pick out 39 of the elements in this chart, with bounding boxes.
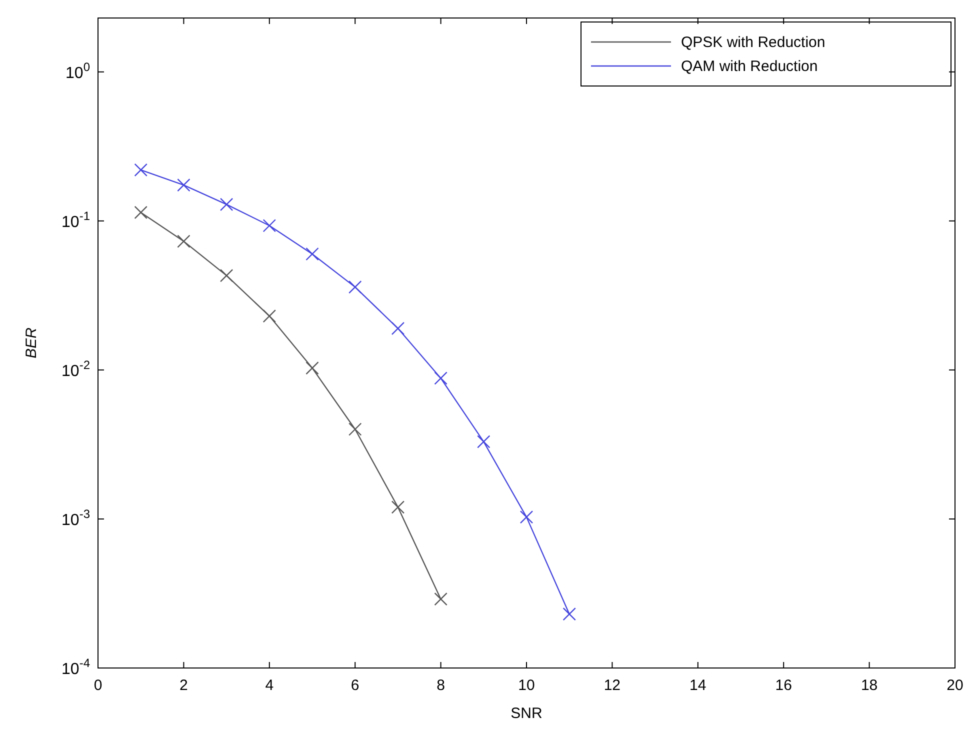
point	[562, 607, 576, 621]
x-tick-label: 16	[775, 677, 792, 694]
x-tick-label: 10	[518, 677, 535, 694]
point	[306, 361, 319, 375]
point	[220, 198, 234, 212]
x-tick-label: 4	[265, 677, 274, 694]
x-tick-label: 20	[946, 677, 964, 694]
text: QAM with Reduction	[681, 58, 818, 75]
y-axis-title: BER	[23, 327, 40, 358]
x-tick-label: 2	[180, 677, 188, 694]
x-axis-title: SNR	[510, 705, 542, 722]
point	[177, 234, 190, 248]
point	[391, 500, 405, 514]
point	[134, 163, 148, 176]
point	[262, 309, 276, 323]
x-tick-label: 18	[860, 677, 878, 694]
y-tick-label: 10$^{-2}$	[62, 358, 90, 380]
point	[348, 422, 362, 436]
y-tick-label: 10$^{0}$	[66, 60, 90, 82]
text: QPSK with Reduction	[681, 34, 826, 51]
x-tick-label: 6	[350, 677, 360, 694]
x-tick-label: 0	[94, 677, 102, 694]
point	[134, 206, 148, 220]
y-tick-label: 10$^{-1}$	[62, 208, 90, 231]
x-tick-label: 14	[690, 677, 706, 694]
point	[177, 178, 190, 192]
point	[306, 247, 319, 261]
point	[262, 219, 276, 232]
point	[434, 372, 448, 385]
y-tick-label: 10$^{-3}$	[62, 506, 90, 529]
point	[434, 592, 448, 606]
point	[220, 268, 234, 282]
point	[391, 322, 405, 336]
point	[520, 510, 534, 524]
x-tick-label: 8	[436, 677, 445, 694]
point	[477, 435, 490, 448]
point	[348, 280, 362, 294]
y-tick-label: 10$^{-4}$	[62, 656, 90, 678]
x-tick-label: 12	[604, 677, 621, 694]
